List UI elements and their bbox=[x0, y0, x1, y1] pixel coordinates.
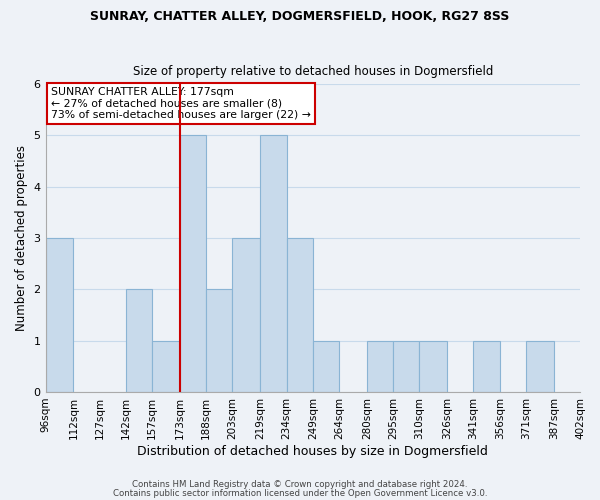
Y-axis label: Number of detached properties: Number of detached properties bbox=[15, 145, 28, 331]
Bar bbox=[180, 135, 206, 392]
Bar bbox=[473, 340, 500, 392]
Bar bbox=[260, 135, 287, 392]
X-axis label: Distribution of detached houses by size in Dogmersfield: Distribution of detached houses by size … bbox=[137, 444, 488, 458]
Bar bbox=[206, 289, 232, 392]
Bar bbox=[526, 340, 554, 392]
Title: Size of property relative to detached houses in Dogmersfield: Size of property relative to detached ho… bbox=[133, 66, 493, 78]
Bar bbox=[419, 340, 447, 392]
Bar bbox=[313, 340, 339, 392]
Bar bbox=[46, 238, 73, 392]
Text: SUNRAY, CHATTER ALLEY, DOGMERSFIELD, HOOK, RG27 8SS: SUNRAY, CHATTER ALLEY, DOGMERSFIELD, HOO… bbox=[91, 10, 509, 23]
Bar bbox=[287, 238, 313, 392]
Bar bbox=[126, 289, 152, 392]
Bar bbox=[152, 340, 180, 392]
Text: Contains HM Land Registry data © Crown copyright and database right 2024.: Contains HM Land Registry data © Crown c… bbox=[132, 480, 468, 489]
Text: SUNRAY CHATTER ALLEY: 177sqm
← 27% of detached houses are smaller (8)
73% of sem: SUNRAY CHATTER ALLEY: 177sqm ← 27% of de… bbox=[51, 87, 311, 120]
Bar bbox=[393, 340, 419, 392]
Text: Contains public sector information licensed under the Open Government Licence v3: Contains public sector information licen… bbox=[113, 490, 487, 498]
Bar bbox=[232, 238, 260, 392]
Bar bbox=[367, 340, 393, 392]
